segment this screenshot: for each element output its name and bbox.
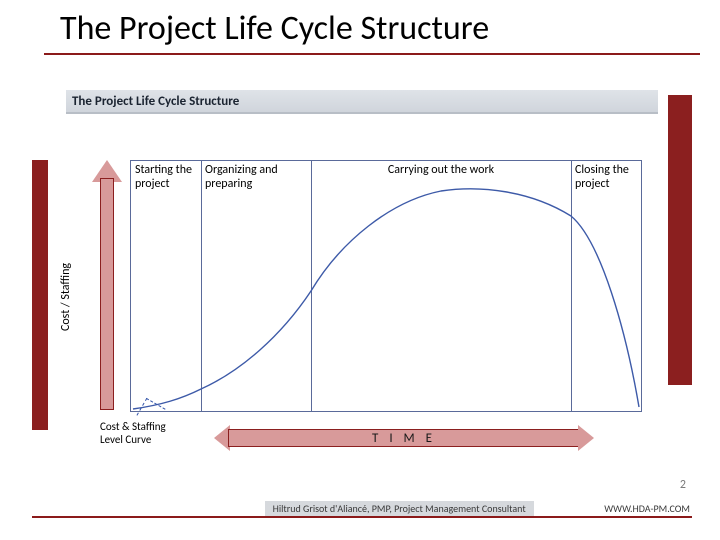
y-arrow-shaft	[100, 178, 114, 410]
footer-author: Hiltrud Grisot d'Aliancé, PMP, Project M…	[265, 501, 534, 516]
page-title: The Project Life Cycle Structure	[0, 0, 720, 53]
title-underline	[44, 53, 700, 55]
curve-path	[133, 189, 639, 409]
y-axis-label: Cost / Staffing	[59, 263, 73, 331]
inner-title-bar: The Project Life Cycle Structure	[66, 90, 658, 114]
footer-url: WWW.HDA-PM.COM	[604, 502, 690, 515]
left-accent-bar	[32, 160, 48, 430]
callout-line2: Level Curve	[100, 433, 151, 446]
callout-text: Cost & Staffing Level Curve	[100, 420, 166, 446]
x-axis-label: T I M E	[228, 429, 580, 447]
footer-bar: Hiltrud Grisot d'Aliancé, PMP, Project M…	[32, 500, 692, 518]
page-number: 2	[680, 478, 686, 492]
y-axis-arrow	[94, 160, 120, 410]
callout-line1: Cost & Staffing	[100, 420, 166, 433]
cost-curve	[131, 161, 643, 413]
right-accent-bar	[668, 95, 692, 385]
chart-area: Cost / Staffing Starting the project Org…	[66, 120, 656, 440]
phase-region: Starting the project Organizing and prep…	[130, 160, 642, 412]
x-arrow-right-head-icon	[578, 425, 594, 451]
x-axis-arrow: T I M E	[214, 427, 594, 449]
